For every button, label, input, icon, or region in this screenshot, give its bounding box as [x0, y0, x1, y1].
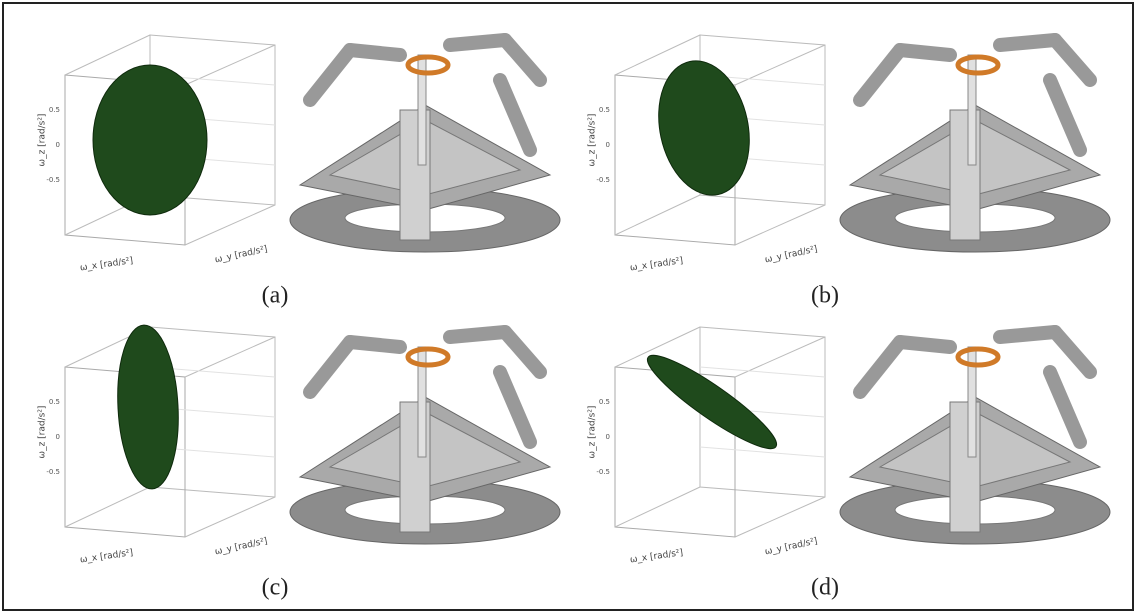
robot-arm	[450, 40, 505, 45]
panel-label: (b)	[811, 283, 839, 309]
z-tick-label: 0.5	[599, 106, 610, 114]
z-tick-label: 0.5	[49, 106, 60, 114]
figure: ω_x [rad/s²]ω_y [rad/s²]ω_z [rad/s²]0.50…	[0, 0, 1136, 613]
z-tick-label: 0	[606, 433, 610, 441]
z-tick-label: 0	[606, 141, 610, 149]
robot-arm	[1000, 332, 1055, 337]
z-axis-label: ω_z [rad/s²]	[588, 406, 598, 459]
robot-arm	[900, 342, 950, 347]
z-tick-label: 0.5	[599, 398, 610, 406]
z-tick-label: 0	[56, 433, 60, 441]
panel-label: (a)	[262, 283, 289, 309]
z-tick-label: 0	[56, 141, 60, 149]
robot-arm	[900, 50, 950, 55]
z-tick-label: -0.5	[596, 468, 610, 476]
panel-label: (d)	[811, 575, 839, 601]
z-tick-label: -0.5	[596, 176, 610, 184]
z-tick-label: -0.5	[46, 468, 60, 476]
ellipsoid	[93, 65, 207, 215]
robot-arm	[350, 342, 400, 347]
panel-label: (c)	[262, 575, 289, 601]
z-axis-label: ω_z [rad/s²]	[588, 114, 598, 167]
robot-arm	[350, 50, 400, 55]
robot-arm	[1000, 40, 1055, 45]
z-tick-label: 0.5	[49, 398, 60, 406]
z-axis-label: ω_z [rad/s²]	[38, 406, 48, 459]
z-tick-label: -0.5	[46, 176, 60, 184]
robot-arm	[450, 332, 505, 337]
z-axis-label: ω_z [rad/s²]	[38, 114, 48, 167]
